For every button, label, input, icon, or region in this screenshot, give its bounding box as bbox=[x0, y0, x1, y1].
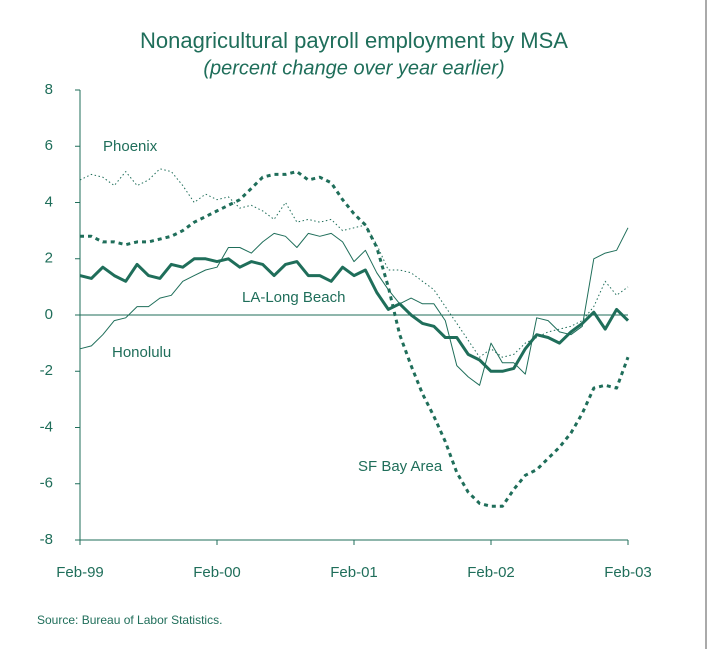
series-label: Honolulu bbox=[112, 344, 171, 361]
x-tick-label: Feb-02 bbox=[467, 564, 515, 581]
x-tick-label: Feb-00 bbox=[193, 564, 241, 581]
series-label: SF Bay Area bbox=[358, 458, 443, 475]
series-line bbox=[79, 257, 630, 373]
series-label: Phoenix bbox=[103, 138, 158, 155]
y-tick-label: 4 bbox=[45, 193, 53, 210]
x-tick-label: Feb-99 bbox=[56, 564, 104, 581]
y-tick-label: -6 bbox=[40, 475, 53, 492]
y-tick-label: 8 bbox=[45, 81, 53, 98]
y-tick-label: 6 bbox=[45, 137, 53, 154]
source-note: Source: Bureau of Labor Statistics. bbox=[37, 613, 222, 627]
series-line bbox=[79, 227, 629, 386]
y-tick-label: -8 bbox=[40, 531, 53, 548]
y-tick-label: -4 bbox=[40, 418, 53, 435]
series-label: LA-Long Beach bbox=[242, 289, 345, 306]
x-tick-label: Feb-01 bbox=[330, 564, 378, 581]
series-line bbox=[80, 170, 630, 508]
x-tick-label: Feb-03 bbox=[604, 564, 652, 581]
series-line bbox=[79, 168, 629, 358]
y-tick-label: 2 bbox=[45, 250, 53, 267]
y-tick-label: -2 bbox=[40, 362, 53, 379]
y-tick-label: 0 bbox=[45, 306, 53, 323]
chart-subtitle: (percent change over year earlier) bbox=[203, 57, 504, 79]
chart-title: Nonagricultural payroll employment by MS… bbox=[140, 28, 568, 53]
